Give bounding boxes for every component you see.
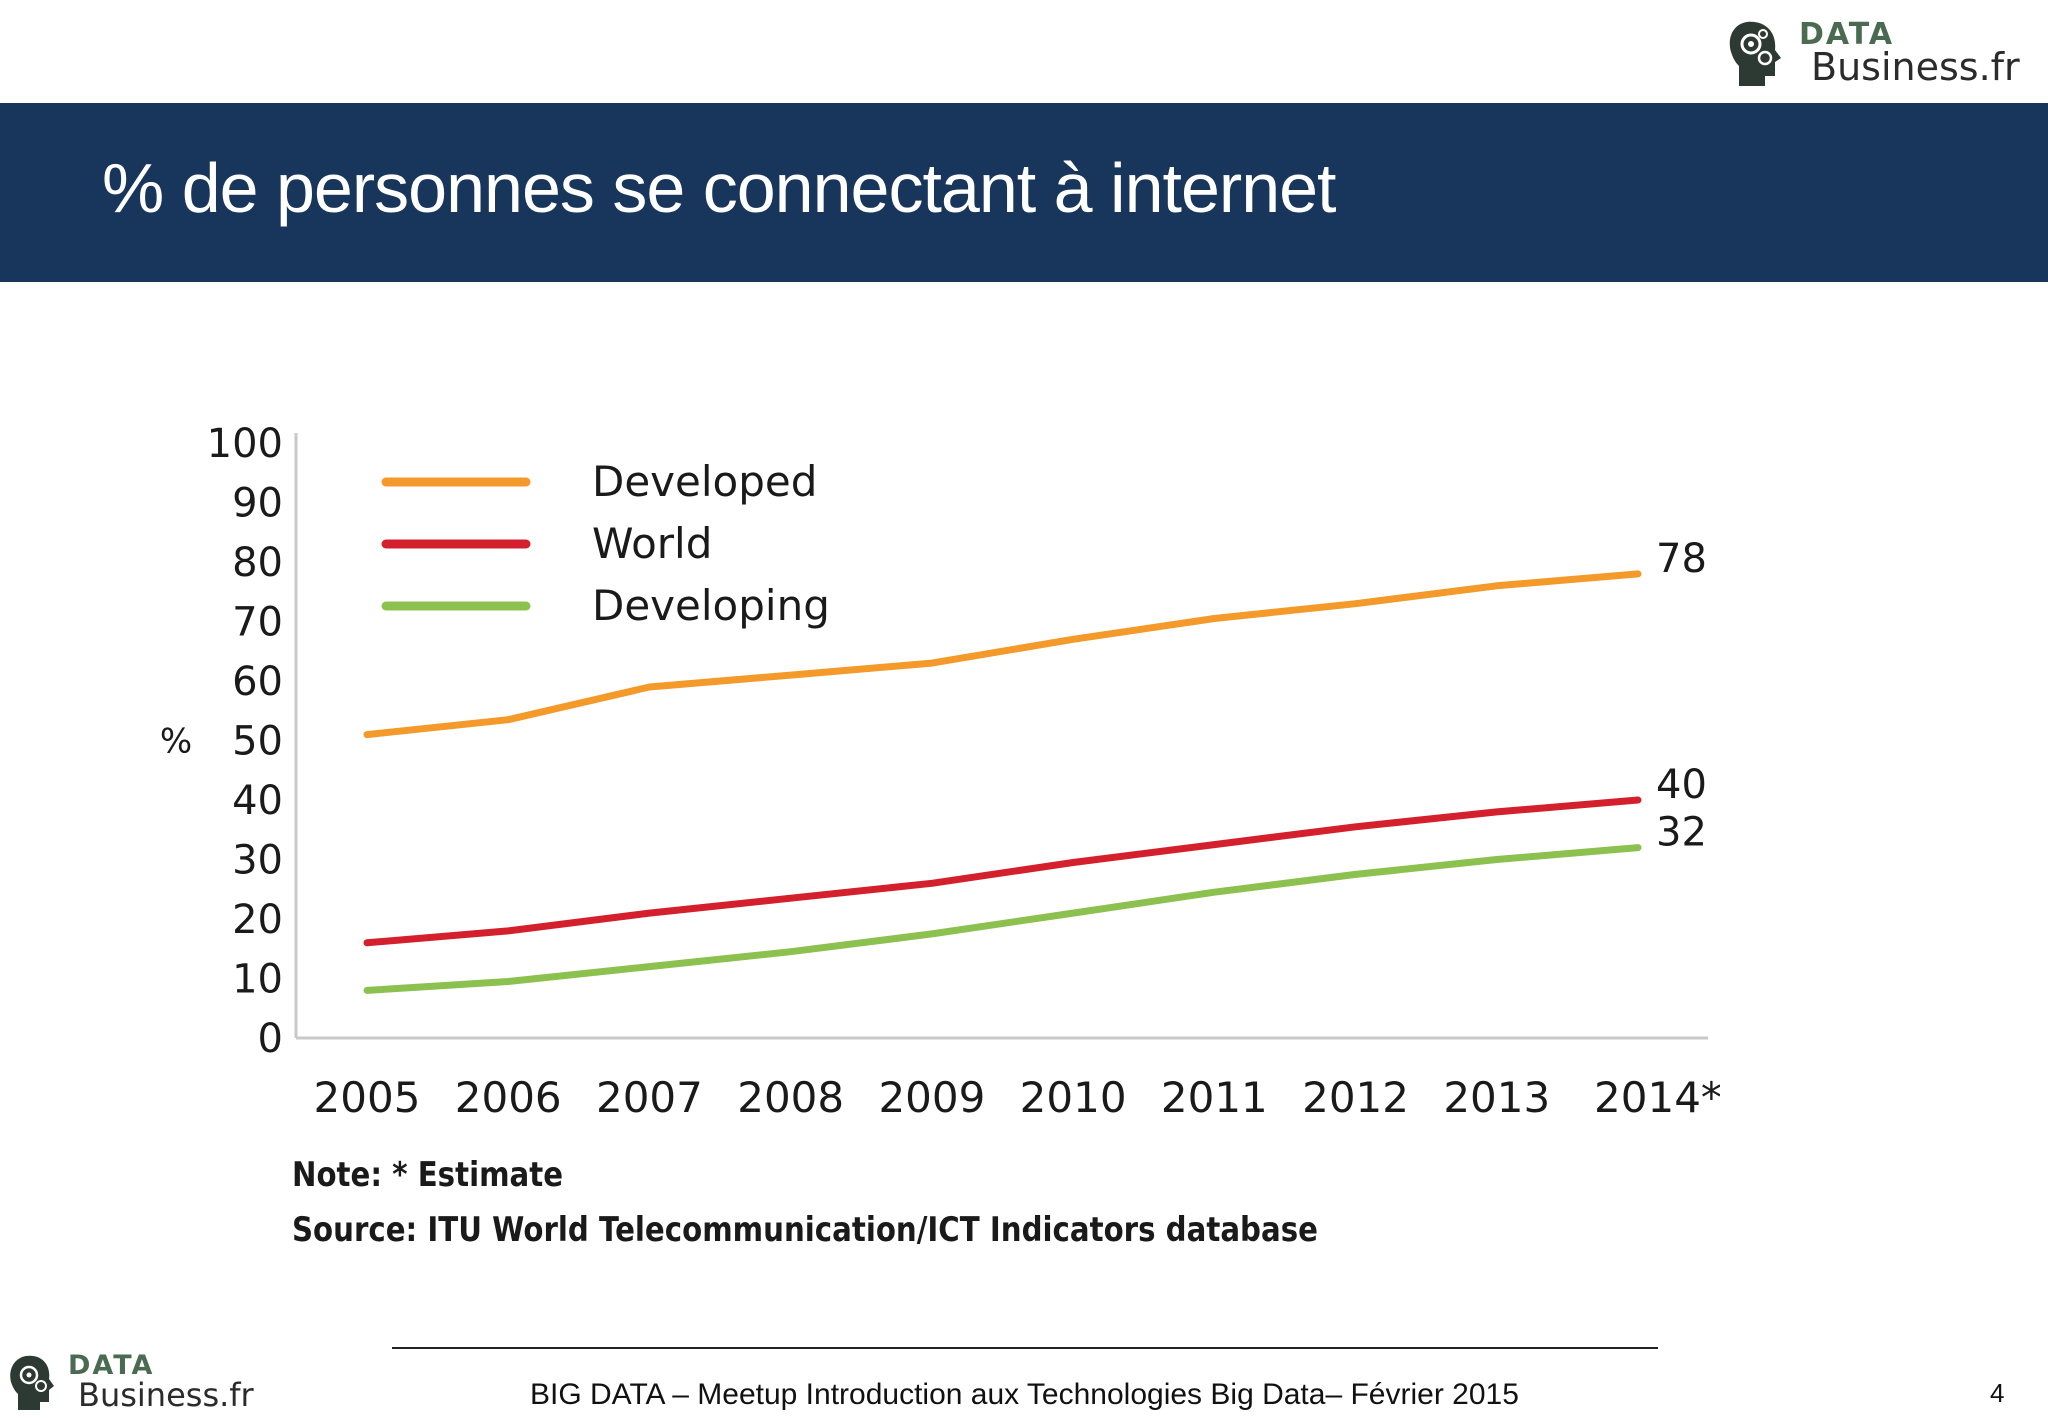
logo-data-text: DATA (68, 1350, 154, 1381)
x-tick-label: 2008 (737, 1073, 844, 1122)
slide-title: % de personnes se connectant à internet (102, 149, 1337, 227)
data-label-developed: 78 (1656, 536, 1707, 582)
y-tick-label: 70 (232, 600, 283, 646)
x-tick-label: 2010 (1020, 1073, 1127, 1122)
logo-business-text: Business.fr (1811, 45, 2020, 89)
y-tick-label: 10 (232, 957, 283, 1003)
x-tick-label: 2009 (878, 1073, 985, 1122)
brand-logo-top: DATA Business.fr (1729, 17, 2020, 89)
y-tick-label: 30 (232, 838, 283, 884)
legend-label-developing: Developing (592, 581, 830, 630)
y-tick-label: 100 (207, 421, 283, 467)
brain-gears-icon (1729, 21, 1781, 86)
title-bar (0, 103, 2048, 282)
logo-business-text: Business.fr (78, 1376, 255, 1414)
footer-divider (392, 1347, 1658, 1349)
series-line-developing (363, 844, 1642, 994)
x-tick-label: 2007 (596, 1073, 703, 1122)
internet-usage-chart: 0 10 20 30 40 50 60 70 80 90 100% 2005 2006 2007 2008 2… (150, 415, 1720, 1135)
x-tick-label: 2011 (1161, 1073, 1268, 1122)
page-number: 4 (1990, 1378, 2005, 1408)
y-tick-label: 60 (232, 659, 283, 705)
y-tick-label: 20 (232, 897, 283, 943)
series-line-developed (363, 570, 1642, 739)
data-label-world: 40 (1656, 762, 1707, 808)
y-tick-label: 50 (232, 719, 283, 765)
y-tick-label: 0 (258, 1016, 283, 1062)
x-tick-label: 2012 (1302, 1073, 1409, 1122)
x-tick-label: 2014* (1594, 1073, 1720, 1122)
chart-svg: 0 10 20 30 40 50 60 70 80 90 100% 2005 2006 2007 2008 2… (160, 421, 1720, 1122)
data-label-developing: 32 (1656, 810, 1707, 856)
brand-logo-bottom: DATA Business.fr (10, 1350, 255, 1414)
x-tick-label: 2006 (455, 1073, 562, 1122)
footer-text: BIG DATA – Meetup Introduction aux Techn… (530, 1378, 1519, 1411)
brain-gears-icon (10, 1355, 55, 1410)
y-tick-label: 80 (232, 540, 283, 586)
legend-label-world: World (592, 519, 712, 568)
y-axis-label: % (160, 722, 192, 762)
chart-note: Note: * Estimate (292, 1155, 564, 1195)
x-tick-label: 2005 (314, 1073, 421, 1122)
logo-data-text: DATA (1799, 17, 1894, 52)
legend-label-developed: Developed (592, 457, 817, 506)
chart-source: Source: ITU World Telecommunication/ICT … (292, 1210, 1318, 1250)
x-tick-label: 2013 (1443, 1073, 1550, 1122)
y-tick-label: 90 (232, 481, 283, 527)
y-tick-label: 40 (232, 778, 283, 824)
series-line-world (363, 796, 1642, 947)
